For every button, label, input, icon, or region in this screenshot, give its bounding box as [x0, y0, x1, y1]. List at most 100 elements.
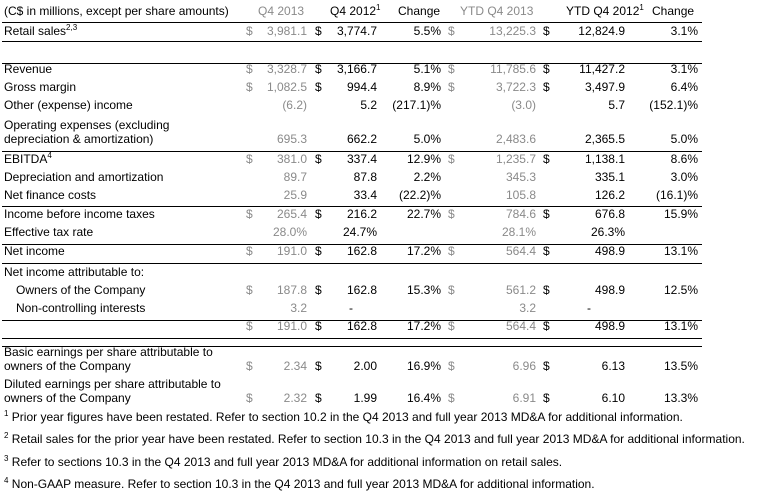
cell-y12: 498.9 — [594, 319, 625, 333]
cell-q13: 191.0 — [276, 244, 307, 258]
cell-q12: 162.8 — [346, 319, 377, 333]
cell-q13: 25.9 — [283, 188, 307, 202]
row-label: Depreciation and amortization — [4, 170, 164, 184]
cell-chg2: 13.1% — [663, 319, 698, 333]
cell-chg2: 15.9% — [663, 207, 698, 221]
row-label: Net finance costs — [4, 188, 97, 202]
cell-chg2: 3.1% — [670, 62, 698, 76]
footnote-number: 3 — [4, 454, 9, 463]
table-row: Effective tax rate 28.0% 24.7% 28.1% 26.3% — [0, 225, 766, 243]
cell-chg: 2.2% — [413, 170, 441, 184]
cell-y13: 3.2 — [519, 301, 536, 315]
cell-chg2: 3.1% — [670, 24, 698, 38]
table-row: Owners of the Company $187.8 $162.8 15.3% $5… — [0, 283, 766, 301]
footnote-text: Prior year figures have been restated. R… — [8, 410, 683, 424]
cell-chg2: 13.5% — [663, 359, 698, 373]
cell-q13: 89.7 — [283, 170, 307, 184]
cell-chg2: 13.1% — [663, 244, 698, 258]
cell-q12: 162.8 — [346, 283, 377, 297]
cell-s4: $ — [543, 391, 550, 405]
cell-s1: $ — [246, 152, 253, 166]
cell-q13: 3.2 — [290, 301, 307, 315]
cell-s2: $ — [315, 62, 322, 76]
divider — [2, 320, 702, 321]
cell-y12: 2,365.5 — [584, 132, 625, 146]
row-label: Income before income taxes — [4, 207, 155, 221]
cell-s3: $ — [448, 24, 455, 38]
row-label: Other (expense) income — [4, 98, 133, 112]
cell-y13: 564.4 — [505, 244, 536, 258]
cell-s3: $ — [448, 207, 455, 221]
cell-s3: $ — [448, 319, 455, 333]
cell-s3: $ — [448, 283, 455, 297]
cell-y12: - — [587, 301, 591, 315]
table-row: Basic earnings per share attributable to… — [0, 345, 766, 375]
row-label: Gross margin — [4, 80, 77, 94]
cell-s4: $ — [543, 283, 550, 297]
cell-chg: 5.5% — [413, 24, 441, 38]
row-label-continued: owners of the Company — [4, 359, 131, 373]
divider — [2, 151, 702, 152]
table-row: $191.0 $162.8 17.2% $564.4 $498.9 13.1% — [0, 319, 766, 337]
cell-q12: 1.99 — [353, 391, 377, 405]
header-q4-2013: Q4 2013 — [258, 4, 305, 18]
cell-chg: 16.4% — [406, 391, 441, 405]
row-label: EBITDA4 — [4, 151, 52, 167]
row-label-continued: depreciation & amortization) — [4, 132, 154, 146]
cell-q13: 2.34 — [283, 359, 307, 373]
divider — [2, 263, 702, 264]
cell-chg: 16.9% — [406, 359, 441, 373]
cell-s4: $ — [543, 152, 550, 166]
cell-chg2: (16.1)% — [655, 188, 698, 202]
table-row: Retail sales2,3 $3,981.1 $3,774.7 5.5% $13,2… — [0, 24, 766, 42]
footnote-marker: 4 — [47, 151, 52, 160]
cell-q12: 994.4 — [346, 80, 377, 94]
cell-chg2: 12.5% — [663, 283, 698, 297]
cell-q12: 2.00 — [353, 359, 377, 373]
divider — [2, 41, 702, 42]
cell-s1: $ — [246, 24, 253, 38]
cell-s1: $ — [246, 283, 253, 297]
cell-y12: 26.3% — [590, 225, 625, 239]
cell-q13: 1,082.5 — [266, 80, 307, 94]
cell-s1: $ — [246, 391, 253, 405]
footnote-number: 1 — [4, 409, 9, 418]
header-q4-2012: Q4 20121 — [330, 3, 381, 19]
cell-q13: 3,328.7 — [266, 62, 307, 76]
cell-y13: 6.96 — [512, 359, 536, 373]
table-row: Revenue $3,328.7 $3,166.7 5.1% $11,785.6 $11,… — [0, 62, 766, 80]
header-change: Change — [398, 4, 441, 18]
table-title: (C$ in millions, except per share amount… — [4, 4, 229, 18]
cell-y12: 676.8 — [594, 207, 625, 221]
cell-y13: 28.1% — [501, 225, 536, 239]
cell-chg2: 13.3% — [663, 391, 698, 405]
table-row: Gross margin $1,082.5 $994.4 8.9% $3,722.3 $3… — [0, 80, 766, 98]
cell-chg: 12.9% — [406, 152, 441, 166]
cell-s1: $ — [246, 359, 253, 373]
footnote-text: Non-GAAP measure. Refer to section 10.3 … — [8, 477, 595, 491]
cell-s1: $ — [246, 244, 253, 258]
row-label: Retail sales2,3 — [4, 23, 78, 39]
cell-q12: 3,774.7 — [336, 24, 377, 38]
cell-q12: 216.2 — [346, 207, 377, 221]
cell-chg2: 8.6% — [670, 152, 698, 166]
row-label: Owners of the Company — [16, 283, 146, 297]
header-ytd-2012: YTD Q4 20121 — [566, 3, 644, 19]
cell-y13: 13,225.3 — [489, 24, 536, 38]
cell-y12: 335.1 — [594, 170, 625, 184]
cell-s4: $ — [543, 24, 550, 38]
header-row: (C$ in millions, except per share amount… — [0, 4, 766, 22]
cell-y13: 105.8 — [505, 188, 536, 202]
cell-chg: 17.2% — [406, 244, 441, 258]
cell-chg: 17.2% — [406, 319, 441, 333]
cell-y12: 6.13 — [601, 359, 625, 373]
cell-y12: 498.9 — [594, 283, 625, 297]
cell-y12: 12,824.9 — [578, 24, 625, 38]
cell-y13: (3.0) — [511, 98, 536, 112]
cell-y13: 3,722.3 — [495, 80, 536, 94]
row-label: Effective tax rate — [4, 225, 94, 239]
cell-s3: $ — [448, 359, 455, 373]
cell-y13: 11,785.6 — [490, 62, 536, 76]
cell-chg2: (152.1)% — [649, 98, 698, 112]
header-change-ytd: Change — [652, 4, 695, 18]
